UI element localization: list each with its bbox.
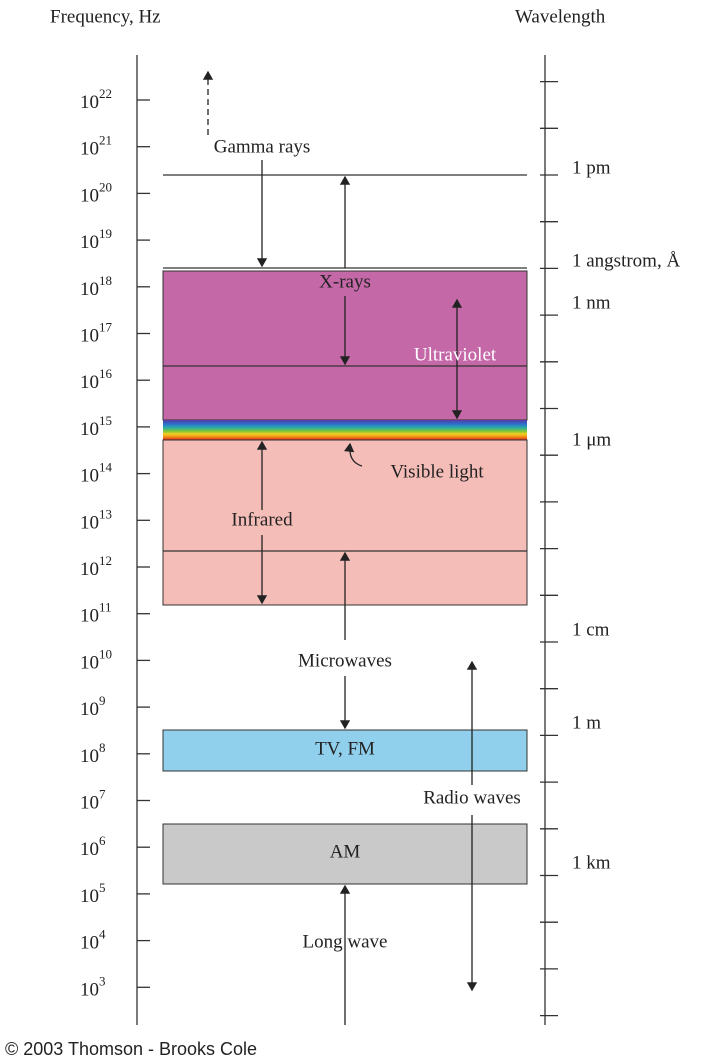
base: 10 [80,279,99,300]
region-label: Gamma rays [214,136,311,157]
exponent: 19 [99,226,112,241]
frequency-label: 1018 [80,273,112,300]
exponent: 3 [99,973,106,988]
exponent: 5 [99,880,106,895]
exponent: 16 [99,366,113,381]
exponent: 22 [99,86,112,101]
base: 10 [80,886,99,907]
base: 10 [80,326,99,347]
exponent: 9 [99,693,106,708]
am-band [162,823,528,885]
base: 10 [80,92,99,113]
region-label: AM [330,841,361,862]
region-label: X-rays [319,271,371,292]
base: 10 [80,840,99,861]
exponent: 7 [99,786,106,801]
base: 10 [80,513,99,534]
wavelength-label: 1 pm [572,157,611,178]
base: 10 [80,466,99,487]
wavelength-label: 1 m [572,712,601,733]
frequency-label: 1014 [80,460,113,487]
base: 10 [80,746,99,767]
frequency-label: 1013 [80,506,112,533]
exponent: 10 [99,646,112,661]
visible-band [163,420,527,440]
tvfm-band [162,729,528,772]
base: 10 [80,933,99,954]
wavelength-label: 1 angstrom, Å [572,250,680,271]
base: 10 [80,139,99,160]
frequency-label: 1022 [80,86,112,113]
region-label: Microwaves [298,650,392,671]
frequency-label: 104 [80,927,106,954]
base: 10 [80,186,99,207]
exponent: 4 [99,927,106,942]
frequency-label: 1015 [80,413,112,440]
exponent: 14 [99,460,113,475]
base: 10 [80,699,99,720]
exponent: 15 [99,413,112,428]
exponent: 13 [99,506,112,521]
wavelength-label: 1 km [572,852,611,873]
base: 10 [80,419,99,440]
arrow [343,442,363,467]
base: 10 [80,980,99,1001]
exponent: 6 [99,833,106,848]
frequency-label: 108 [80,740,106,767]
frequency-label: 105 [80,880,106,907]
region-label: Infrared [231,509,293,530]
exponent: 21 [99,133,112,148]
base: 10 [80,559,99,580]
frequency-label: 1020 [80,179,112,206]
right-title: Wavelength [515,6,606,27]
base: 10 [80,653,99,674]
left-title: Frequency, Hz [50,6,161,27]
wavelength-label: 1 nm [572,292,611,313]
base: 10 [80,606,99,627]
region-label: Radio waves [423,787,521,808]
base: 10 [80,373,99,394]
wavelength-label: 1 cm [572,619,610,640]
frequency-label: 1016 [80,366,113,393]
frequency-label: 1017 [80,319,113,346]
base: 10 [80,793,99,814]
exponent: 18 [99,273,112,288]
wavelength-label: 1 μm [572,429,611,450]
exponent: 20 [99,179,112,194]
exponent: 12 [99,553,112,568]
frequency-label: 1019 [80,226,112,253]
frequency-label: 107 [80,786,106,813]
frequency-label: 1010 [80,646,112,673]
exponent: 17 [99,319,113,334]
region-label: Long wave [303,931,388,952]
base: 10 [80,232,99,253]
frequency-label: 106 [80,833,106,860]
region-label: TV, FM [315,738,375,759]
region-label: Ultraviolet [414,344,497,365]
frequency-label: 1011 [80,600,112,627]
region-label: Visible light [390,461,484,482]
frequency-label: 103 [80,973,106,1000]
frequency-label: 1021 [80,133,112,160]
frequency-label: 1012 [80,553,112,580]
exponent: 11 [99,600,112,615]
copyright: © 2003 Thomson - Brooks Cole [5,1039,257,1059]
frequency-label: 109 [80,693,106,720]
exponent: 8 [99,740,106,755]
